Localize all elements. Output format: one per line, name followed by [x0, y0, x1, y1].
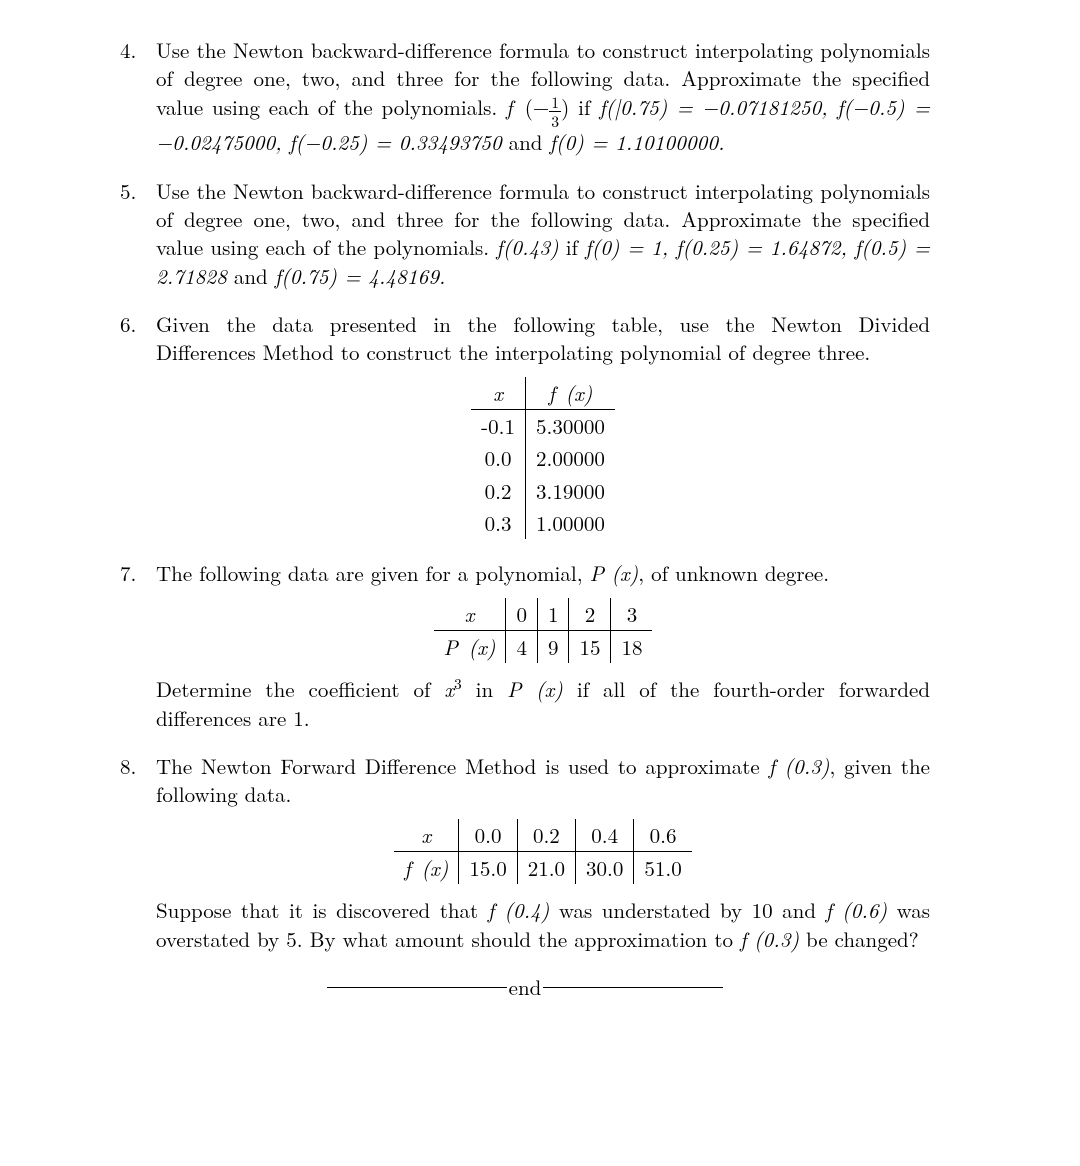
p7-row-px: P (x): [434, 631, 506, 664]
problem-7: The following data are given for a polyn…: [120, 559, 930, 732]
p8-f-0: 15.0: [459, 852, 517, 885]
p8-x-1: 0.2: [517, 819, 575, 852]
p8-x-3: 0.6: [634, 819, 692, 852]
p7-x-0: 0: [506, 598, 538, 631]
p7-det-b: in: [462, 674, 507, 704]
p6-head-fx: f (x): [526, 377, 615, 410]
problem-5: Use the Newton backward-difference formu…: [120, 177, 930, 290]
p7-row-px-paren: (x): [469, 632, 496, 662]
p6-head-fx-paren: (x): [565, 378, 592, 408]
problem-4: Use the Newton backward-difference formu…: [120, 36, 930, 157]
table-row: -0.15.30000: [471, 410, 615, 443]
p7-poly2: P (x): [507, 674, 563, 704]
p4-minus: −: [533, 92, 549, 122]
p4-if: if: [569, 92, 599, 122]
p7-xcubed-pow: 3: [454, 673, 462, 694]
problem-8-table: x 0.0 0.2 0.4 0.6 f (x) 15.0 21.0 30.0 5…: [394, 819, 691, 885]
end-separator: end: [120, 973, 930, 1001]
p7-row-px-p: P: [444, 632, 458, 662]
p6-head-fx-f: f: [548, 378, 554, 408]
problem-5-text: Use the Newton backward-difference formu…: [156, 177, 930, 290]
problem-7-text: The following data are given for a polyn…: [156, 559, 930, 587]
p8-f04: f (0.4): [488, 895, 550, 925]
problem-7-table: x 0 1 2 3 P (x) 4 9 15 18: [434, 598, 653, 664]
p6-fx-1: 2.00000: [526, 442, 615, 474]
p8-row-fx: f (x): [394, 852, 459, 885]
p7-det-a: Determine the coefficient of: [156, 674, 444, 704]
end-rule-right: [543, 987, 723, 988]
p6-head-x-label: x: [493, 378, 503, 408]
p4-frac-den: 3: [549, 112, 561, 129]
p6-fx-3: 1.00000: [526, 507, 615, 539]
p5-fval: f(0.43): [496, 232, 558, 262]
problem-6: Given the data presented in the followin…: [120, 310, 930, 539]
p8-row-fx-f: f: [404, 853, 410, 883]
table-row: 0.31.00000: [471, 507, 615, 539]
p5-and: and: [227, 261, 275, 291]
table-row: 0.02.00000: [471, 442, 615, 474]
p8-row-fx-paren: (x): [421, 853, 448, 883]
p8-f-3: 51.0: [634, 852, 692, 885]
p6-fx-2: 3.19000: [526, 475, 615, 507]
problem-list: Use the Newton backward-difference formu…: [120, 36, 930, 953]
p6-head-x: x: [471, 377, 525, 410]
p7-a: The following data are given for a polyn…: [156, 558, 590, 588]
p8-row-x: x: [394, 819, 459, 852]
problem-8: The Newton Forward Difference Method is …: [120, 752, 930, 953]
p8-x-2: 0.4: [576, 819, 634, 852]
p8-f03b: f (0.3): [740, 924, 799, 954]
p4-and: and: [502, 127, 550, 157]
table-row: 0.23.19000: [471, 475, 615, 507]
p5-if: if: [559, 232, 586, 262]
p8-sup-a: Suppose that it is discovered that: [156, 895, 488, 925]
p6-x-3: 0.3: [471, 507, 525, 539]
p7-x-3: 3: [611, 598, 653, 631]
p7-row-x: x: [434, 598, 506, 631]
p8-f-2: 30.0: [576, 852, 634, 885]
p7-p-1: 9: [537, 631, 569, 664]
p8-x-0: 0.0: [459, 819, 517, 852]
p8-sup-d: be changed?: [799, 924, 919, 954]
p7-p-0: 4: [506, 631, 538, 664]
p7-b: , of unknown degree.: [638, 558, 829, 588]
problem-7-determine: Determine the coefficient of x3 in P (x)…: [156, 675, 930, 732]
p4-frac: 13: [549, 94, 561, 129]
p8-f06: f (0.6): [826, 895, 888, 925]
p6-fx-0: 5.30000: [526, 410, 615, 443]
p7-p-3: 18: [611, 631, 653, 664]
p8-f-1: 21.0: [517, 852, 575, 885]
p7-poly: P (x): [590, 558, 639, 588]
p8-sup-b: was understated by 10 and: [549, 895, 825, 925]
problem-4-text: Use the Newton backward-difference formu…: [156, 36, 930, 157]
p6-x-2: 0.2: [471, 475, 525, 507]
p7-p-2: 15: [569, 631, 611, 664]
p7-x-1: 1: [537, 598, 569, 631]
p7-x-2: 2: [569, 598, 611, 631]
problem-8-text: The Newton Forward Difference Method is …: [156, 752, 930, 809]
p4-f: f: [506, 92, 512, 122]
p7-xcubed-x: x: [444, 674, 454, 704]
p6-x-1: 0.0: [471, 442, 525, 474]
p8-a: The Newton Forward Difference Method is …: [156, 751, 769, 781]
p8-f03: f (0.3): [769, 751, 830, 781]
end-label: end: [507, 973, 544, 1001]
p4-last: f(0) = 1.10100000.: [549, 127, 724, 157]
p6-x-0: -0.1: [471, 410, 525, 443]
problem-6-table: x f (x) -0.15.30000 0.02.00000 0.23.1900…: [471, 377, 615, 540]
end-rule-left: [327, 987, 507, 988]
problem-8-suppose: Suppose that it is discovered that f (0.…: [156, 896, 930, 953]
problem-6-text: Given the data presented in the followin…: [156, 310, 930, 367]
p5-last: f(0.75) = 4.48169.: [275, 261, 446, 291]
